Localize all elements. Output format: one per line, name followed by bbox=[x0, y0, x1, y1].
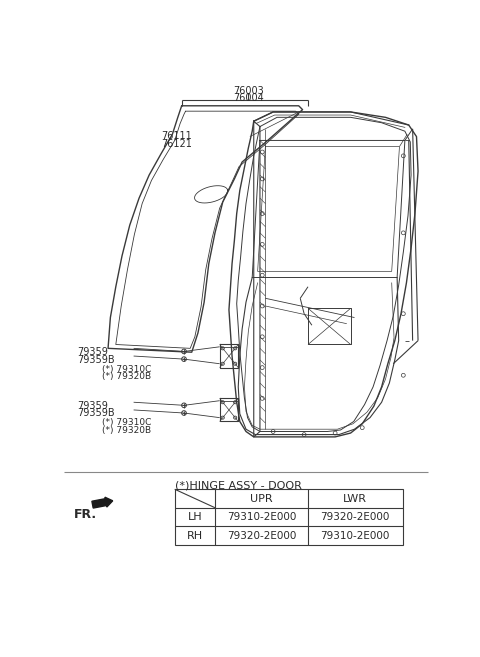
Text: (*) 79320B: (*) 79320B bbox=[102, 426, 151, 435]
Text: (*) 79320B: (*) 79320B bbox=[102, 373, 151, 381]
Text: 79359: 79359 bbox=[77, 401, 108, 411]
Text: 76004: 76004 bbox=[233, 93, 264, 102]
Text: RH: RH bbox=[187, 531, 203, 541]
Text: FR.: FR. bbox=[74, 509, 97, 522]
Text: 79320-2E000: 79320-2E000 bbox=[227, 531, 296, 541]
Text: 79359B: 79359B bbox=[77, 409, 115, 419]
Text: (*) 79310C: (*) 79310C bbox=[102, 419, 151, 428]
FancyArrow shape bbox=[92, 497, 113, 508]
Text: (*)HINGE ASSY - DOOR: (*)HINGE ASSY - DOOR bbox=[175, 481, 301, 491]
Text: 79310-2E000: 79310-2E000 bbox=[227, 512, 296, 522]
Text: 79359: 79359 bbox=[77, 347, 108, 357]
Text: 76003: 76003 bbox=[233, 86, 264, 96]
Text: UPR: UPR bbox=[250, 494, 273, 504]
Text: LH: LH bbox=[188, 512, 202, 522]
Text: 79359B: 79359B bbox=[77, 355, 115, 365]
Text: 76111: 76111 bbox=[161, 131, 192, 141]
Text: 76121: 76121 bbox=[161, 139, 192, 149]
Text: 79310-2E000: 79310-2E000 bbox=[321, 531, 390, 541]
Text: LWR: LWR bbox=[343, 494, 367, 504]
Text: (*) 79310C: (*) 79310C bbox=[102, 365, 151, 374]
Bar bbox=[175, 489, 403, 545]
Text: 79320-2E000: 79320-2E000 bbox=[321, 512, 390, 522]
